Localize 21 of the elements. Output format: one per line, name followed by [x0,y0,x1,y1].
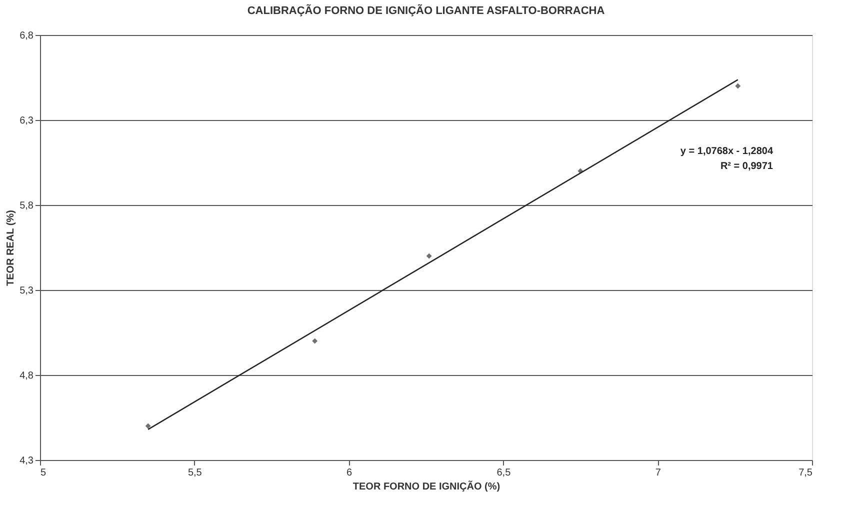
annotation: y = 1,0768x - 1,2804 [680,146,774,157]
point [312,338,318,344]
y-tick-label: 4,8 [20,370,34,382]
point [145,423,151,429]
point [426,253,432,259]
y-tick-label: 4,3 [20,456,34,466]
y-tick-label: 5,8 [20,200,34,212]
chart-title: CALIBRAÇÃO FORNO DE IGNIÇÃO LIGANTE ASFALTO-BORRACHA [247,4,605,17]
x-tick-label: 7,5 [798,468,813,478]
point [735,83,741,89]
y-tick-label: 5,3 [20,286,34,296]
annotation: R² = 0,9971 [720,161,774,172]
x-tick-label: 5 [40,468,46,478]
x-tick-label: 7 [655,468,662,478]
x-axis-title: TEOR FORNO DE IGNIÇÃO (%) [352,480,500,492]
x-tick-label: 5,5 [188,468,202,478]
y-tick-label: 6,8 [20,30,34,42]
y-axis-title: TEOR REAL (%) [6,210,17,286]
x-tick-label: 6,5 [496,468,512,478]
x-tick-label: 6 [346,468,353,478]
y-tick-label: 6,3 [20,116,34,126]
